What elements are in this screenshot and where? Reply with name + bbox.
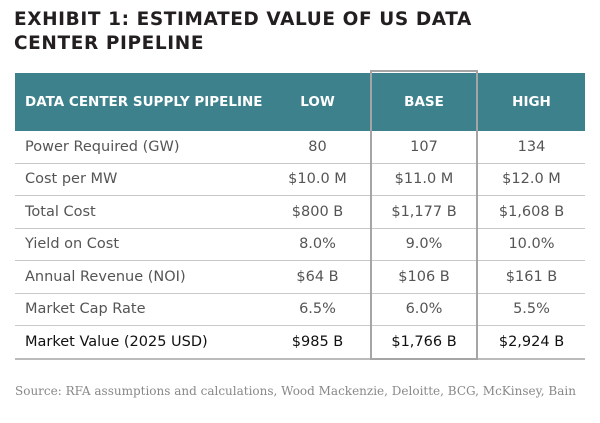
cell-low: $10.0 M [288, 171, 347, 188]
cell-base: 6.0% [405, 301, 443, 318]
row-label: Market Value (2025 USD) [25, 333, 208, 350]
table-row: Market Cap Rate 6.5% 6.0% 5.5% [15, 294, 585, 326]
table-header: DATA CENTER SUPPLY PIPELINE LOW BASE HIG… [15, 73, 585, 131]
cell-high: 5.5% [513, 301, 550, 318]
header-high: HIGH [512, 94, 551, 110]
header-label: DATA CENTER SUPPLY PIPELINE [25, 94, 263, 110]
table-row: Yield on Cost 8.0% 9.0% 10.0% [15, 229, 585, 261]
row-label: Total Cost [25, 203, 96, 220]
cell-base: $1,177 B [391, 203, 457, 220]
row-label: Annual Revenue (NOI) [25, 268, 186, 285]
table-row: Annual Revenue (NOI) $64 B $106 B $161 B [15, 261, 585, 294]
cell-high: 10.0% [508, 236, 555, 253]
table-row: Cost per MW $10.0 M $11.0 M $12.0 M [15, 164, 585, 196]
cell-base: $106 B [398, 268, 450, 285]
cell-low: $800 B [291, 203, 344, 220]
cell-base: 107 [410, 138, 438, 155]
row-label: Yield on Cost [25, 236, 120, 253]
source-note: Source: RFA assumptions and calculations… [15, 384, 576, 398]
cell-base: 9.0% [405, 236, 443, 253]
exhibit-title: EXHIBIT 1: ESTIMATED VALUE OF US DATA CE… [14, 9, 472, 54]
cell-base: $11.0 M [394, 171, 454, 188]
row-label: Cost per MW [25, 171, 118, 188]
cell-low: 6.5% [299, 301, 336, 318]
header-low: LOW [300, 94, 335, 110]
cell-base: $1,766 B [391, 333, 457, 350]
row-label: Power Required (GW) [25, 138, 180, 155]
pipeline-table: DATA CENTER SUPPLY PIPELINE LOW BASE HIG… [15, 73, 585, 360]
cell-high: $161 B [505, 268, 558, 285]
table-row: Market Value (2025 USD) $985 B $1,766 B $2,… [15, 326, 585, 360]
cell-low: 8.0% [299, 236, 336, 253]
cell-low: 80 [308, 138, 327, 155]
cell-high: $12.0 M [502, 171, 561, 188]
cell-high: 134 [517, 138, 546, 155]
table-row: Power Required (GW) 80 107 134 [15, 131, 585, 164]
cell-low: $64 B [296, 268, 339, 285]
cell-low: $985 B [291, 333, 344, 350]
cell-high: $2,924 B [498, 333, 565, 350]
cell-high: $1,608 B [498, 203, 565, 220]
header-base: BASE [404, 94, 444, 110]
table-row: Total Cost $800 B $1,177 B $1,608 B [15, 196, 585, 229]
row-label: Market Cap Rate [25, 301, 146, 318]
